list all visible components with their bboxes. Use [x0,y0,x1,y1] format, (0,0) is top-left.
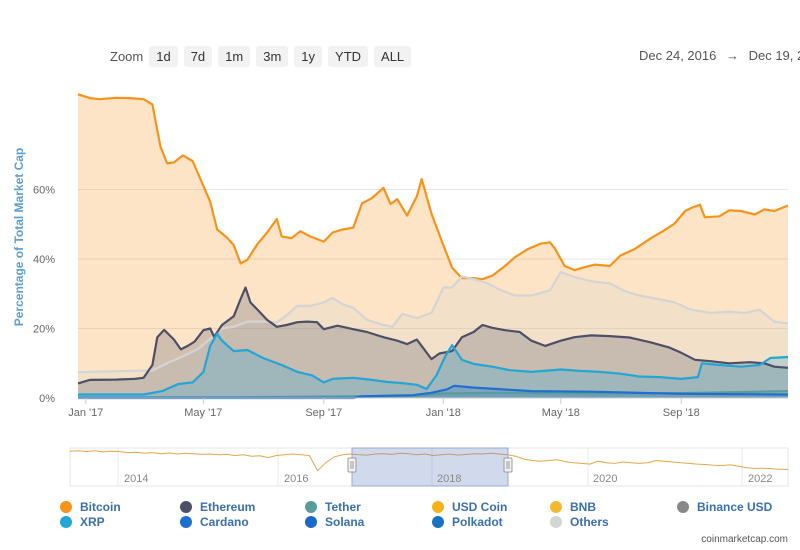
legend-label: BNB [570,500,596,514]
legend-label: Solana [325,515,365,529]
date-range: Dec 24, 2016 → Dec 19, 2 [639,48,800,63]
legend-item-bitcoin[interactable]: Bitcoin [60,500,121,514]
zoom-all-button[interactable]: ALL [374,45,412,67]
legend-marker [550,501,562,513]
zoom-label: Zoom [110,48,144,64]
navigator-year-label: 2020 [593,473,617,485]
legend-item-ethereum[interactable]: Ethereum [180,500,255,514]
x-tick-label: Sep '18 [663,407,700,419]
others-line[interactable] [77,271,789,374]
legend-item-tether[interactable]: Tether [305,500,361,514]
legend-label: Tether [325,500,361,514]
date-range-arrow: → [725,48,739,63]
navigator-right-handle[interactable] [503,457,513,473]
legend-marker [677,501,689,513]
y-tick-label: 40% [33,254,55,266]
date-from-input[interactable]: Dec 24, 2016 [639,48,717,63]
legend-label: Bitcoin [80,500,121,514]
series-lines [77,93,789,400]
y-tick-label: 60% [33,185,55,197]
legend-item-others[interactable]: Others [550,515,609,529]
legend-marker [305,516,317,528]
navigator-left-handle[interactable] [347,457,357,473]
navigator[interactable]: 2014 2016 2018 2020 2022 [69,447,789,487]
legend-label: Cardano [200,515,249,529]
xrp-line[interactable] [78,332,789,396]
legend-marker [550,516,562,528]
navigator-year-label: 2022 [748,473,772,485]
cardano-line[interactable] [78,384,789,400]
legend-marker [180,501,192,513]
legend-marker [432,516,444,528]
ethereum-area [78,287,788,398]
tether-line[interactable] [78,390,789,399]
x-tick-label: Jan '17 [68,407,103,419]
legend-marker [60,516,72,528]
legend-item-cardano[interactable]: Cardano [180,515,249,529]
legend-label: XRP [80,515,105,529]
legend-label: USD Coin [452,500,508,514]
zoom-bar: Zoom 1d 7d 1m 3m 1y YTD ALL [110,45,417,67]
navigator-year-label: 2014 [124,473,148,485]
navigator-window[interactable] [351,447,509,487]
legend-item-polkadot[interactable]: Polkadot [432,515,503,529]
others-area [78,272,788,398]
zoom-1m-button[interactable]: 1m [218,45,251,67]
zoom-ytd-button[interactable]: YTD [328,45,369,67]
legend-label: Others [570,515,609,529]
ethereum-line[interactable] [77,286,789,385]
zoom-1y-button[interactable]: 1y [294,45,323,67]
cardano-area [78,385,788,398]
legend-item-binance-usd[interactable]: Binance USD [677,500,772,514]
legend-marker [432,501,444,513]
x-tick-label: Jan '18 [426,407,461,419]
navigator-year-label: 2016 [284,473,308,485]
legend-item-bnb[interactable]: BNB [550,500,596,514]
zoom-3m-button[interactable]: 3m [256,45,289,67]
date-to-input[interactable]: Dec 19, 2 [748,48,800,63]
zoom-1d-button[interactable]: 1d [149,45,178,67]
legend-marker [305,501,317,513]
legend-label: Binance USD [697,500,773,514]
legend-item-solana[interactable]: Solana [305,515,364,529]
navigator-line [69,450,789,472]
legend-item-xrp[interactable]: XRP [60,515,105,529]
legend-label: Ethereum [200,500,256,514]
xrp-area [78,333,788,398]
navigator-year-label: 2018 [437,473,461,485]
legend-label: Polkadot [452,515,503,529]
legend: Bitcoin Ethereum Tether USD Coin BNB Binance … [60,500,780,534]
legend-marker [180,516,192,528]
y-axis-title: Percentage of Total Market Cap [12,148,26,327]
y-tick-label: 20% [33,324,55,336]
credit: coinmarketcap.com [701,534,788,545]
x-tick-label: May '17 [184,407,222,419]
legend-marker [60,501,72,513]
zoom-7d-button[interactable]: 7d [183,45,213,67]
x-tick-label: Sep '17 [305,407,342,419]
grid-lines [78,189,788,329]
legend-item-usd-coin[interactable]: USD Coin [432,500,507,514]
axes: 0% 20% 40% 60% Jan '17 May '17 Sep '17 Jan '18 M… [33,185,788,419]
x-tick-label: May '18 [542,407,580,419]
bitcoin-line[interactable] [77,93,789,281]
y-tick-label: 0% [39,393,55,405]
